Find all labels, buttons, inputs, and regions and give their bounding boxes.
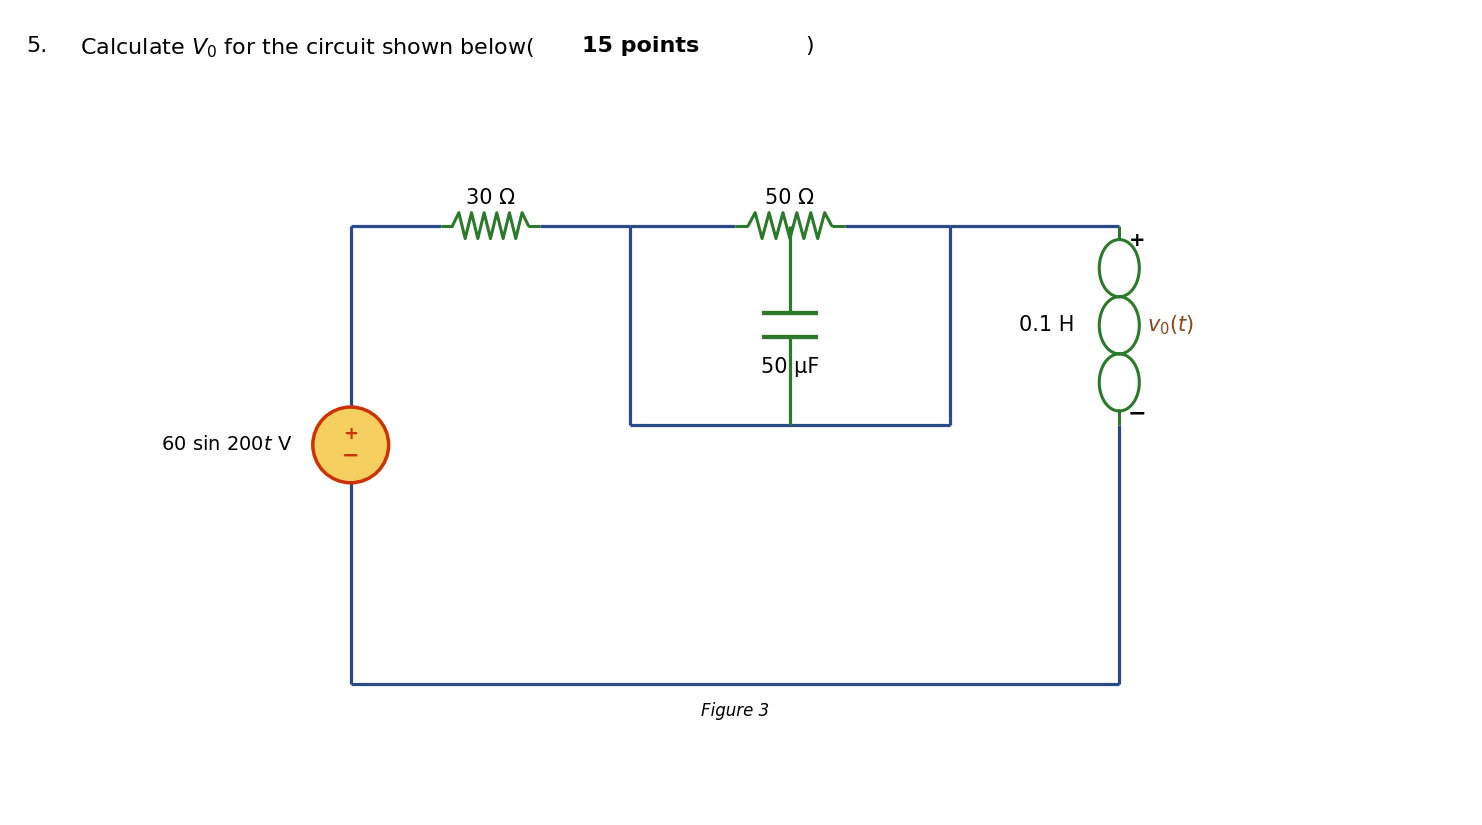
Text: −: − [342, 446, 360, 466]
Text: $v_0(t)$: $v_0(t)$ [1147, 314, 1194, 337]
Text: 5.: 5. [27, 36, 47, 56]
Circle shape [313, 407, 388, 483]
Text: −: − [1128, 403, 1147, 423]
Text: 0.1 H: 0.1 H [1020, 315, 1074, 335]
Text: Figure 3: Figure 3 [701, 702, 769, 720]
Text: ): ) [805, 36, 814, 56]
Text: +: + [1129, 231, 1146, 250]
Text: 50 Ω: 50 Ω [765, 188, 815, 208]
Text: 60 sin 200$t$ V: 60 sin 200$t$ V [162, 436, 293, 455]
Text: 15 points: 15 points [582, 36, 700, 56]
Text: +: + [344, 425, 359, 443]
Text: 50 μF: 50 μF [760, 357, 820, 377]
Text: Calculate $V_0$ for the circuit shown below(: Calculate $V_0$ for the circuit shown be… [67, 36, 535, 60]
Text: 30 Ω: 30 Ω [465, 188, 514, 208]
